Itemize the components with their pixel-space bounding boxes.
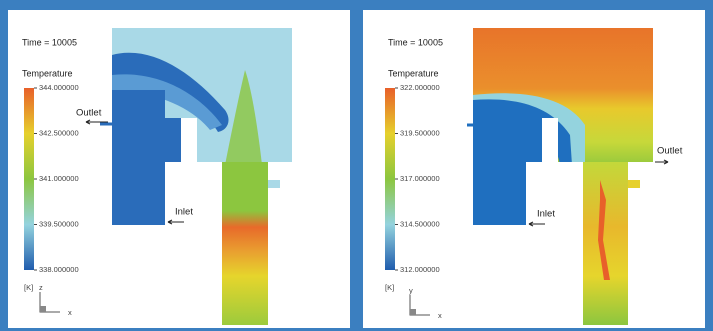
axis-label: y <box>409 286 413 295</box>
legend-title: Temperature <box>22 68 73 78</box>
colorbar-label: 342.500000 <box>39 128 79 137</box>
legend-title: Temperature <box>388 68 439 78</box>
colorbar-label: 312.000000 <box>400 265 440 274</box>
obstacle <box>165 162 222 230</box>
colorbar-label: 344.000000 <box>39 83 79 92</box>
colorbar-label: 338.000000 <box>39 265 79 274</box>
colorbar-label: 317.000000 <box>400 174 440 183</box>
inlet-label: Inlet <box>175 207 193 218</box>
panel-right <box>363 10 705 328</box>
time-label: Time = 10005 <box>22 37 77 47</box>
unit-label: [K] <box>385 283 394 292</box>
axis-label: z <box>39 283 43 292</box>
colorbar <box>24 88 34 270</box>
axis-label: x <box>438 311 442 320</box>
colorbar-label: 322.000000 <box>400 83 440 92</box>
field-chimney <box>583 162 628 325</box>
axis-label: x <box>68 308 72 317</box>
colorbar-label: 314.500000 <box>400 219 440 228</box>
obstacle <box>526 162 583 230</box>
axis-triad <box>40 306 46 312</box>
axis-triad <box>410 309 416 315</box>
field-block <box>112 90 165 225</box>
outlet-label: Outlet <box>657 146 683 157</box>
field-block <box>165 118 181 162</box>
time-label: Time = 10005 <box>388 37 443 47</box>
obstacle <box>542 118 558 162</box>
panel-left <box>8 10 350 328</box>
colorbar <box>385 88 395 270</box>
field-chimney <box>222 162 268 325</box>
inlet-label: Inlet <box>537 209 555 220</box>
colorbar-label: 341.000000 <box>39 174 79 183</box>
colorbar-label: 319.500000 <box>400 128 440 137</box>
field-stub <box>268 180 280 188</box>
field-block <box>473 112 526 225</box>
obstacle <box>181 118 197 162</box>
unit-label: [K] <box>24 283 33 292</box>
figure: Time = 10005 Temperature 344.000000 342.500… <box>0 0 713 331</box>
field-block <box>526 118 542 162</box>
field-stub <box>628 180 640 188</box>
colorbar-label: 339.500000 <box>39 219 79 228</box>
outlet-label: Outlet <box>76 108 102 119</box>
